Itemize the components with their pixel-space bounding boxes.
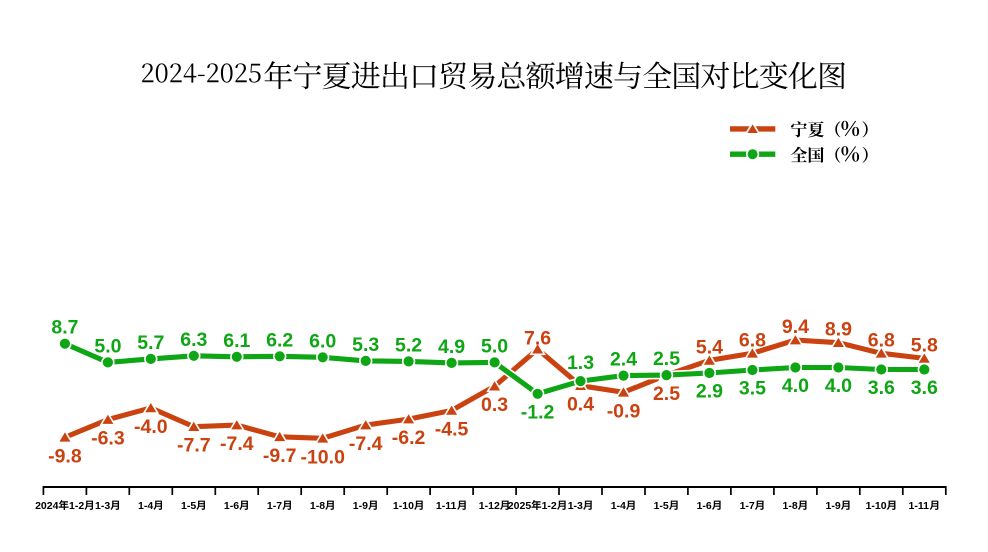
svg-text:1-8: 1-8 bbox=[310, 500, 325, 512]
svg-text:-10.0: -10.0 bbox=[300, 446, 345, 468]
svg-text:1-4: 1-4 bbox=[138, 500, 153, 512]
svg-text:3.6: 3.6 bbox=[911, 377, 938, 399]
svg-text:1-7: 1-7 bbox=[267, 500, 282, 512]
svg-text:1-11: 1-11 bbox=[436, 500, 457, 512]
svg-text:1-8: 1-8 bbox=[783, 500, 798, 512]
svg-text:0.4: 0.4 bbox=[567, 394, 594, 416]
svg-text:1-2: 1-2 bbox=[542, 500, 557, 512]
svg-text:5.8: 5.8 bbox=[911, 334, 938, 356]
svg-text:1-3: 1-3 bbox=[95, 500, 110, 512]
svg-text:-9.7: -9.7 bbox=[263, 445, 297, 467]
svg-text:5.0: 5.0 bbox=[94, 335, 121, 357]
svg-text:6.0: 6.0 bbox=[309, 330, 336, 352]
svg-text:-9.8: -9.8 bbox=[48, 445, 82, 467]
svg-text:-6.3: -6.3 bbox=[91, 428, 125, 450]
svg-text:5.2: 5.2 bbox=[395, 334, 422, 356]
svg-text:2.4: 2.4 bbox=[610, 349, 637, 371]
svg-text:8.7: 8.7 bbox=[51, 317, 78, 339]
svg-text:6.8: 6.8 bbox=[739, 329, 766, 351]
svg-text:2.9: 2.9 bbox=[696, 381, 723, 403]
svg-text:5.4: 5.4 bbox=[696, 336, 723, 358]
svg-text:2.5: 2.5 bbox=[653, 348, 680, 370]
svg-text:3.5: 3.5 bbox=[739, 378, 766, 400]
svg-text:7.6: 7.6 bbox=[524, 327, 551, 349]
svg-text:4.0: 4.0 bbox=[782, 375, 809, 397]
svg-text:1-6: 1-6 bbox=[697, 500, 712, 512]
svg-text:1-5: 1-5 bbox=[654, 500, 669, 512]
svg-text:-7.4: -7.4 bbox=[220, 433, 254, 455]
svg-text:1-2: 1-2 bbox=[69, 500, 84, 512]
svg-text:5.0: 5.0 bbox=[481, 335, 508, 357]
svg-text:1-10: 1-10 bbox=[866, 500, 887, 512]
svg-text:5.3: 5.3 bbox=[352, 334, 379, 356]
svg-text:2025: 2025 bbox=[508, 500, 532, 512]
svg-text:6.2: 6.2 bbox=[266, 329, 293, 351]
svg-text:1-4: 1-4 bbox=[611, 500, 626, 512]
svg-text:4.0: 4.0 bbox=[825, 375, 852, 397]
svg-text:-7.7: -7.7 bbox=[177, 435, 211, 457]
svg-text:1-10: 1-10 bbox=[393, 500, 414, 512]
svg-text:6.8: 6.8 bbox=[868, 329, 895, 351]
svg-text:-0.9: -0.9 bbox=[607, 400, 641, 422]
svg-text:1-9: 1-9 bbox=[353, 500, 368, 512]
svg-text:1-5: 1-5 bbox=[181, 500, 196, 512]
svg-text:5.7: 5.7 bbox=[137, 332, 164, 354]
svg-text:4.9: 4.9 bbox=[438, 336, 465, 358]
svg-text:9.4: 9.4 bbox=[782, 316, 809, 338]
svg-text:-7.4: -7.4 bbox=[349, 433, 383, 455]
svg-text:3.6: 3.6 bbox=[868, 377, 895, 399]
svg-text:1-7: 1-7 bbox=[740, 500, 755, 512]
svg-text:2.5: 2.5 bbox=[653, 383, 680, 405]
svg-text:-1.2: -1.2 bbox=[521, 401, 555, 423]
svg-text:6.1: 6.1 bbox=[223, 330, 250, 352]
svg-text:1-3: 1-3 bbox=[568, 500, 583, 512]
svg-text:8.9: 8.9 bbox=[825, 319, 852, 341]
svg-text:-4.0: -4.0 bbox=[134, 416, 168, 438]
svg-text:2024: 2024 bbox=[35, 500, 59, 512]
svg-text:6.3: 6.3 bbox=[180, 329, 207, 351]
svg-text:1-9: 1-9 bbox=[826, 500, 841, 512]
svg-text:1-6: 1-6 bbox=[224, 500, 239, 512]
svg-text:-6.2: -6.2 bbox=[392, 427, 426, 449]
svg-text:-4.5: -4.5 bbox=[435, 419, 469, 441]
svg-text:1-11: 1-11 bbox=[909, 500, 930, 512]
svg-text:1.3: 1.3 bbox=[567, 352, 594, 374]
svg-text:1-12: 1-12 bbox=[479, 500, 500, 512]
svg-text:0.3: 0.3 bbox=[481, 394, 508, 416]
